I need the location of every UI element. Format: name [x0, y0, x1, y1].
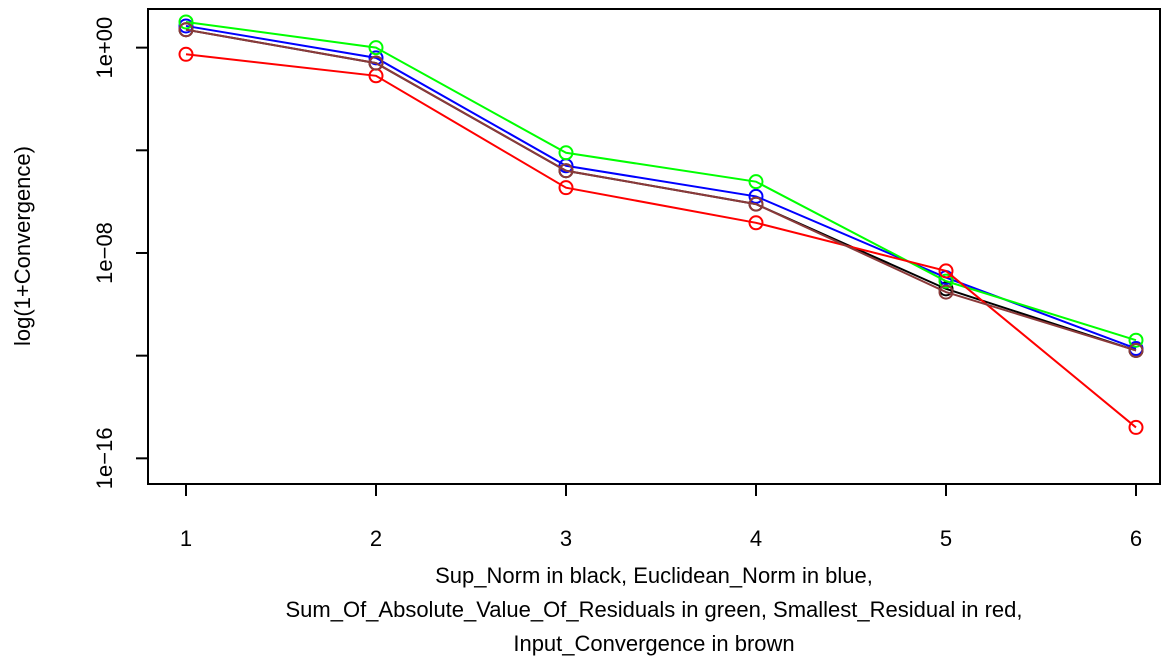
x-axis: 1 2 3 4 5 6 — [180, 483, 1142, 551]
data-point — [368, 55, 384, 71]
x-tick-label: 4 — [750, 526, 762, 551]
data-point — [748, 215, 764, 231]
data-point — [748, 188, 764, 204]
series-4 — [178, 22, 1144, 358]
series-line — [185, 53, 1137, 429]
data-point — [178, 14, 194, 30]
series-line — [185, 24, 1137, 350]
data-point — [558, 145, 574, 161]
series-0 — [178, 22, 1144, 358]
y-tick-label: 1e−16 — [92, 427, 117, 489]
y-axis-title: log(1+Convergence) — [10, 146, 35, 346]
data-point — [938, 263, 954, 279]
series-layer — [178, 14, 1144, 435]
series-2 — [178, 14, 1144, 348]
data-point — [1128, 419, 1144, 435]
x-tick-label: 1 — [180, 526, 192, 551]
x-tick-label: 2 — [370, 526, 382, 551]
y-tick-label: 1e−08 — [92, 222, 117, 284]
data-point — [558, 163, 574, 179]
y-axis: 1e+00 1e−08 1e−16 — [92, 17, 149, 489]
data-point — [938, 284, 954, 300]
x-tick-label: 6 — [1130, 526, 1142, 551]
plot-box — [147, 8, 1161, 485]
data-point — [178, 46, 194, 62]
data-point — [1128, 332, 1144, 348]
data-point — [368, 50, 384, 66]
data-point — [368, 40, 384, 56]
data-point — [1128, 342, 1144, 358]
x-axis-title-line-2: Sum_Of_Absolute_Value_Of_Residuals in gr… — [285, 597, 1022, 622]
series-line — [185, 20, 1137, 342]
data-point — [178, 22, 194, 38]
data-point — [748, 174, 764, 190]
series-line — [185, 28, 1137, 352]
x-axis-title-line-1: Sup_Norm in black, Euclidean_Norm in blu… — [435, 563, 873, 588]
x-tick-label: 3 — [560, 526, 572, 551]
x-tick-label: 5 — [940, 526, 952, 551]
data-point — [938, 273, 954, 289]
x-axis-title-line-3: Input_Convergence in brown — [513, 631, 794, 656]
data-point — [178, 18, 194, 34]
series-line — [185, 28, 1137, 352]
series-3 — [178, 46, 1144, 435]
y-tick-label: 1e+00 — [92, 17, 117, 79]
data-point — [558, 180, 574, 196]
data-point — [748, 196, 764, 212]
